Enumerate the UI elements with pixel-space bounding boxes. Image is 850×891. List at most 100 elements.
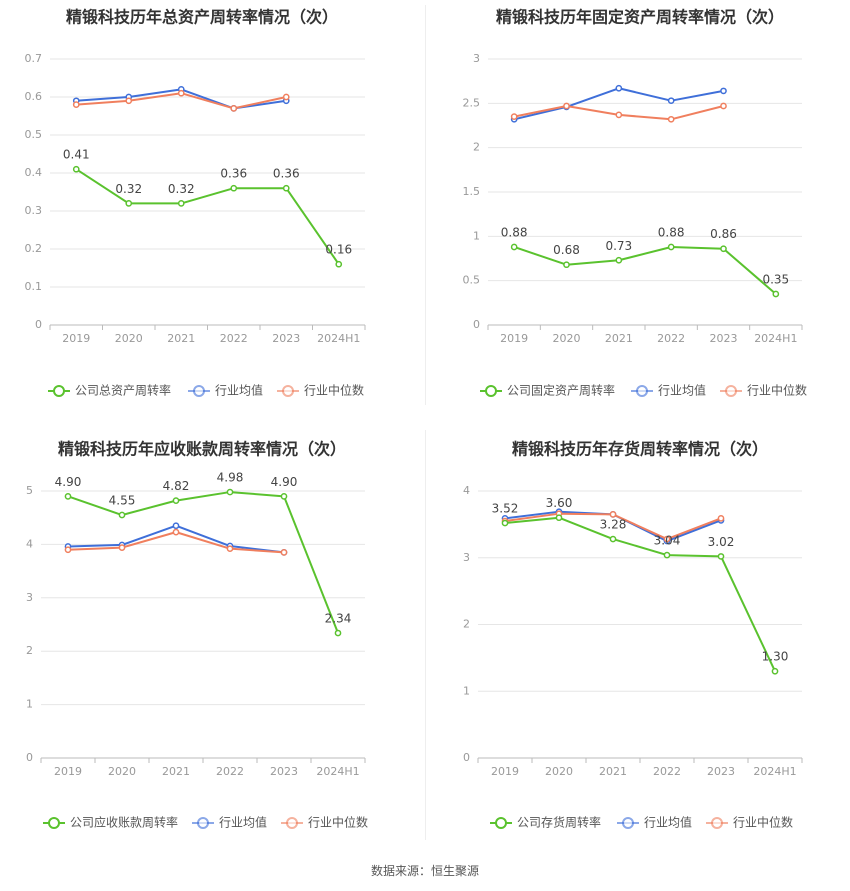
- legend-label: 行业均值: [215, 383, 263, 398]
- data-point-company: [501, 519, 509, 527]
- x-tick-label: 2024H1: [753, 765, 796, 778]
- data-point-company: [717, 553, 725, 560]
- x-tick-label: 2020: [108, 765, 136, 778]
- legend-swatch-marker: [286, 817, 298, 829]
- divider-bottom: [425, 430, 426, 840]
- legend-item-avg: 行业均值: [192, 815, 267, 830]
- data-point-company: [720, 245, 727, 253]
- x-tick-label: 2021: [162, 765, 190, 778]
- data-label: 0.88: [501, 225, 528, 239]
- data-point-company: [335, 260, 343, 268]
- data-point-median: [282, 93, 290, 101]
- legend-swatch-marker: [282, 385, 294, 397]
- data-point-median: [226, 545, 234, 553]
- divider-top: [425, 5, 426, 405]
- x-tick-label: 2021: [599, 765, 627, 778]
- y-tick-label: 4: [463, 484, 470, 497]
- data-point-median: [717, 515, 725, 522]
- data-point-company: [226, 488, 234, 496]
- data-point-company: [230, 184, 238, 192]
- data-point-company: [609, 535, 617, 543]
- series-line-company: [513, 245, 777, 295]
- chart-title: 精锻科技历年应收账款周转率情况（次）: [58, 440, 346, 459]
- legend-label: 行业均值: [644, 815, 692, 830]
- data-point-company: [772, 290, 780, 298]
- legend-item-company: 公司应收账款周转率: [43, 815, 178, 830]
- data-point-company: [563, 261, 570, 269]
- legend-item-median: 行业中位数: [281, 815, 368, 830]
- x-tick-label: 2020: [115, 332, 143, 345]
- x-tick-label: 2022: [657, 332, 685, 345]
- legend-swatch-marker: [711, 817, 723, 829]
- legend-swatch-marker: [725, 385, 737, 397]
- data-point-company: [334, 629, 342, 637]
- data-label: 0.35: [762, 272, 789, 286]
- chart-title: 精锻科技历年固定资产周转率情况（次）: [496, 8, 784, 27]
- y-tick-label: 1: [26, 698, 33, 711]
- data-label: 0.73: [605, 239, 632, 253]
- y-tick-label: 4: [26, 537, 33, 550]
- data-label: 4.90: [271, 475, 298, 489]
- legend-swatch-marker: [197, 817, 209, 829]
- y-tick-label: 1: [473, 229, 480, 242]
- data-point-company: [282, 184, 290, 192]
- data-point-avg: [667, 97, 675, 105]
- legend-swatch-marker: [622, 817, 634, 829]
- data-point-company: [64, 492, 72, 500]
- y-tick-label: 2: [26, 644, 33, 657]
- data-label: 0.36: [220, 167, 247, 181]
- data-point-median: [563, 102, 570, 110]
- x-tick-label: 2024H1: [316, 765, 359, 778]
- series-line-company: [75, 168, 340, 265]
- legend-swatch-marker: [48, 817, 60, 829]
- x-tick-label: 2022: [653, 765, 681, 778]
- data-label: 0.88: [658, 225, 685, 239]
- legend-item-avg: 行业均值: [188, 383, 263, 398]
- data-label: 3.52: [492, 502, 519, 516]
- x-tick-label: 2024H1: [754, 332, 797, 345]
- y-tick-label: 0: [35, 318, 42, 331]
- x-tick-label: 2022: [220, 332, 248, 345]
- legend-swatch-marker: [495, 817, 507, 829]
- legend-swatch-marker: [193, 385, 205, 397]
- legend-item-avg: 行业均值: [617, 815, 692, 830]
- x-tick-label: 2020: [553, 332, 581, 345]
- source-footer: 数据来源：恒生聚源: [370, 864, 479, 878]
- data-point-company: [72, 165, 80, 173]
- data-point-avg: [615, 84, 623, 92]
- legend-label: 公司总资产周转率: [75, 383, 171, 398]
- chart-panel-0: 精锻科技历年总资产周转率情况（次） 0 0.1 0.2 0.3 0.4 0.5 0.6 0.7 2…: [25, 8, 366, 398]
- data-point-median: [609, 511, 617, 518]
- legend-swatch-marker: [636, 385, 648, 397]
- y-tick-label: 2.5: [463, 96, 481, 109]
- y-tick-label: 1.5: [463, 185, 481, 198]
- x-tick-label: 2020: [545, 765, 573, 778]
- legend-item-company: 公司固定资产周转率: [480, 383, 615, 398]
- legend-label: 行业均值: [658, 383, 706, 398]
- data-label: 3.04: [654, 534, 681, 548]
- data-point-median: [280, 549, 288, 556]
- data-point-company: [510, 243, 518, 251]
- y-tick-label: 0.1: [25, 280, 43, 293]
- data-label: 0.36: [273, 167, 300, 181]
- y-tick-label: 2: [473, 141, 480, 154]
- data-label: 4.55: [109, 494, 136, 508]
- data-point-avg: [720, 87, 727, 95]
- data-label: 0.32: [115, 182, 142, 196]
- data-label: 0.41: [63, 148, 90, 162]
- legend-item-median: 行业中位数: [277, 383, 364, 398]
- data-point-company: [555, 514, 563, 522]
- y-tick-label: 0.7: [25, 52, 43, 65]
- x-tick-label: 2019: [500, 332, 528, 345]
- legend-item-median: 行业中位数: [706, 815, 793, 830]
- data-label: 2.34: [325, 612, 352, 626]
- data-point-company: [172, 497, 180, 504]
- data-point-company: [615, 256, 623, 264]
- data-label: 3.60: [546, 496, 573, 510]
- legend-item-company: 公司存货周转率: [490, 815, 601, 830]
- data-point-median: [663, 535, 671, 543]
- x-tick-label: 2019: [491, 765, 519, 778]
- data-point-company: [118, 511, 126, 519]
- data-point-median: [64, 546, 72, 554]
